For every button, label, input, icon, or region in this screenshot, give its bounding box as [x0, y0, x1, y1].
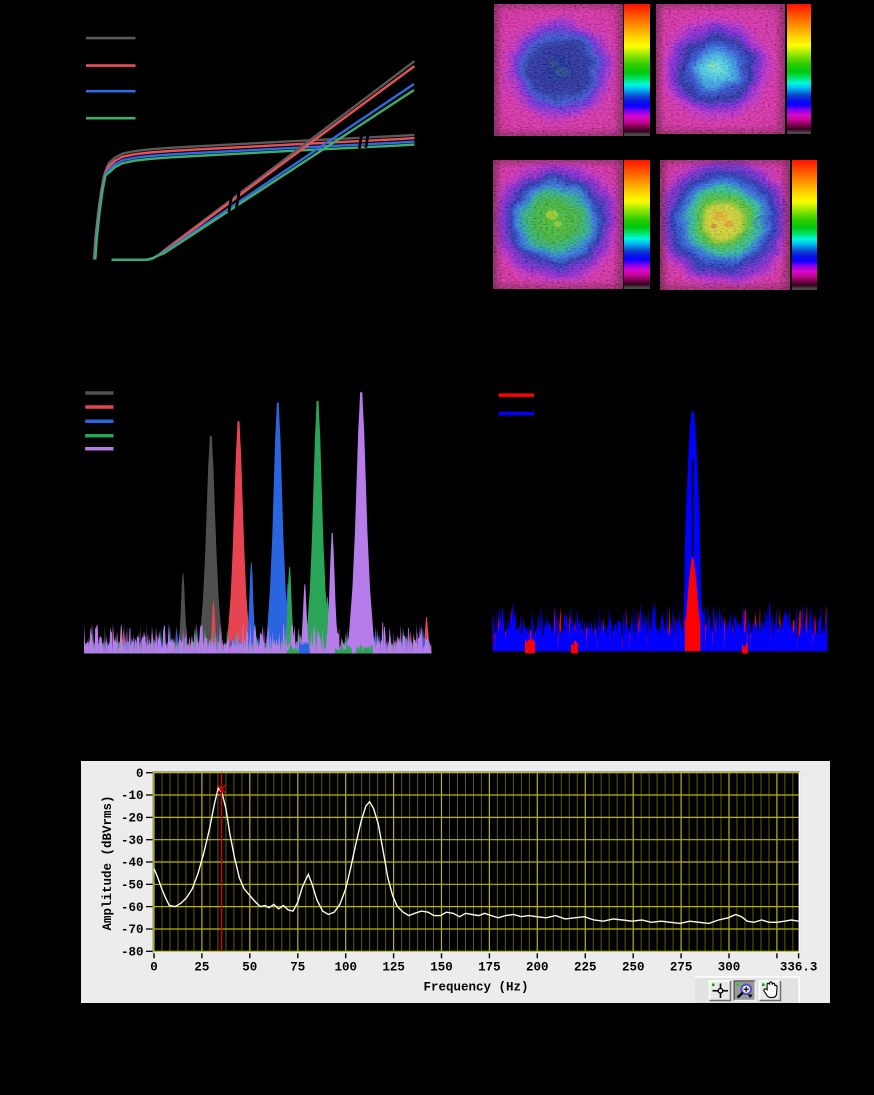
- svg-text:-50: -50: [121, 879, 144, 893]
- svg-text:-80: -80: [121, 946, 144, 960]
- svg-text:250: 250: [622, 961, 645, 975]
- svg-text:25: 25: [194, 961, 209, 975]
- svg-text:-30: -30: [121, 834, 144, 848]
- svg-text:50: 50: [242, 961, 257, 975]
- svg-text:225: 225: [574, 961, 597, 975]
- svg-text:336.3: 336.3: [780, 961, 818, 975]
- svg-text:175: 175: [478, 961, 501, 975]
- svg-text:-60: -60: [121, 901, 144, 915]
- svg-text:-40: -40: [121, 856, 144, 870]
- svg-text:300: 300: [718, 961, 741, 975]
- svg-text:0: 0: [150, 961, 158, 975]
- svg-text:-10: -10: [121, 789, 144, 803]
- svg-text:-20: -20: [121, 812, 144, 826]
- svg-text:275: 275: [670, 961, 693, 975]
- svg-text:75: 75: [290, 961, 305, 975]
- svg-text:125: 125: [382, 961, 405, 975]
- svg-text:Frequency (Hz): Frequency (Hz): [423, 981, 528, 995]
- svg-text:Amplitude (dBVrms): Amplitude (dBVrms): [101, 795, 115, 930]
- svg-text:-70: -70: [121, 923, 144, 937]
- svg-text:100: 100: [334, 961, 357, 975]
- svg-text:0: 0: [136, 767, 144, 781]
- svg-text:200: 200: [526, 961, 549, 975]
- svg-text:150: 150: [430, 961, 453, 975]
